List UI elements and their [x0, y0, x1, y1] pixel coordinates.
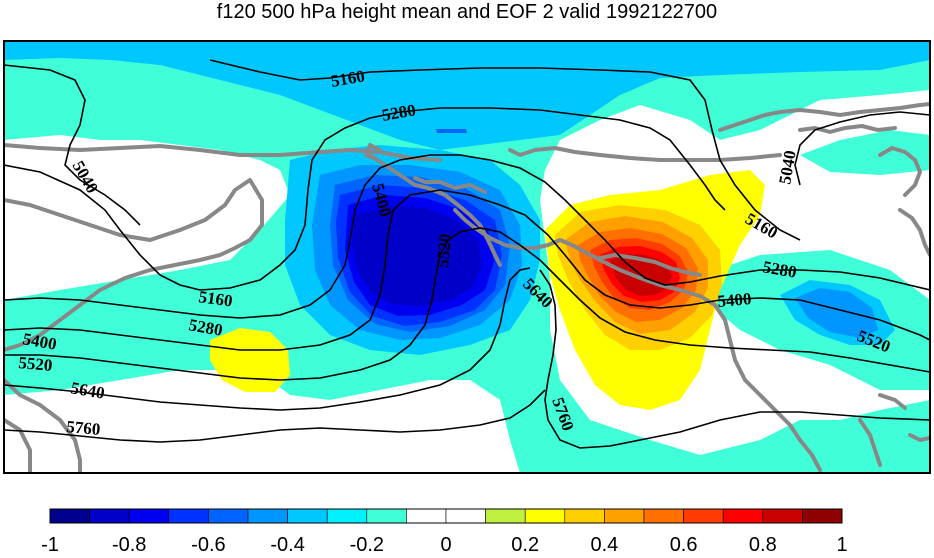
colorbar-tick-label: -0.8 [111, 534, 147, 556]
colorbar-swatch [366, 508, 407, 524]
colorbar-frame [49, 508, 843, 524]
colorbar-swatch [564, 508, 605, 524]
contour-label: 5400 [717, 289, 753, 311]
contour-label: 5520 [433, 233, 455, 269]
colorbar-swatch [683, 508, 724, 524]
colorbar-tick-label: -0.6 [191, 534, 226, 556]
colorbar-tick-label: 1 [836, 534, 848, 556]
colorbar-tick-label: -0.2 [349, 534, 385, 556]
contour-label: 5760 [66, 417, 102, 439]
colorbar-swatch [485, 508, 526, 524]
colorbar-swatch [168, 508, 209, 524]
colorbar-tick-label: 0.6 [669, 534, 698, 556]
colorbar-tick-label: 0.4 [590, 534, 619, 556]
colorbar-swatch [524, 508, 566, 524]
colorbar-swatch [604, 508, 645, 524]
colorbar-swatch [287, 508, 328, 524]
colorbar-swatch [49, 508, 90, 524]
eof-map: 5160 5280 5040 5040 5400 5520 5160 5280 … [3, 40, 931, 474]
colorbar-swatch [89, 508, 130, 524]
colorbar-swatch [406, 508, 447, 524]
plot-title: f120 500 hPa height mean and EOF 2 valid… [216, 1, 718, 23]
contour-label: 5160 [197, 287, 233, 311]
colorbar-swatch [762, 508, 803, 524]
contour-label: 5520 [18, 353, 54, 375]
colorbar-swatch [208, 508, 249, 524]
colorbar-swatch [247, 508, 288, 524]
colorbar-tick-label: 0.2 [511, 534, 540, 556]
colorbar-tick-label: 0.8 [748, 534, 777, 556]
colorbar-swatch [445, 508, 486, 524]
map-frame [3, 40, 931, 474]
colorbar-tick-label: -1 [41, 534, 59, 556]
colorbar-tick-label: 0 [440, 534, 452, 556]
height-contours [4, 59, 930, 449]
colorbar-swatch [128, 508, 170, 524]
colorbar-swatch [326, 508, 368, 524]
colorbar-swatch [802, 508, 843, 524]
colorbar-swatch [643, 508, 684, 524]
colorbar-swatch [722, 508, 764, 524]
colorbar-tick-label: -0.4 [270, 534, 305, 556]
